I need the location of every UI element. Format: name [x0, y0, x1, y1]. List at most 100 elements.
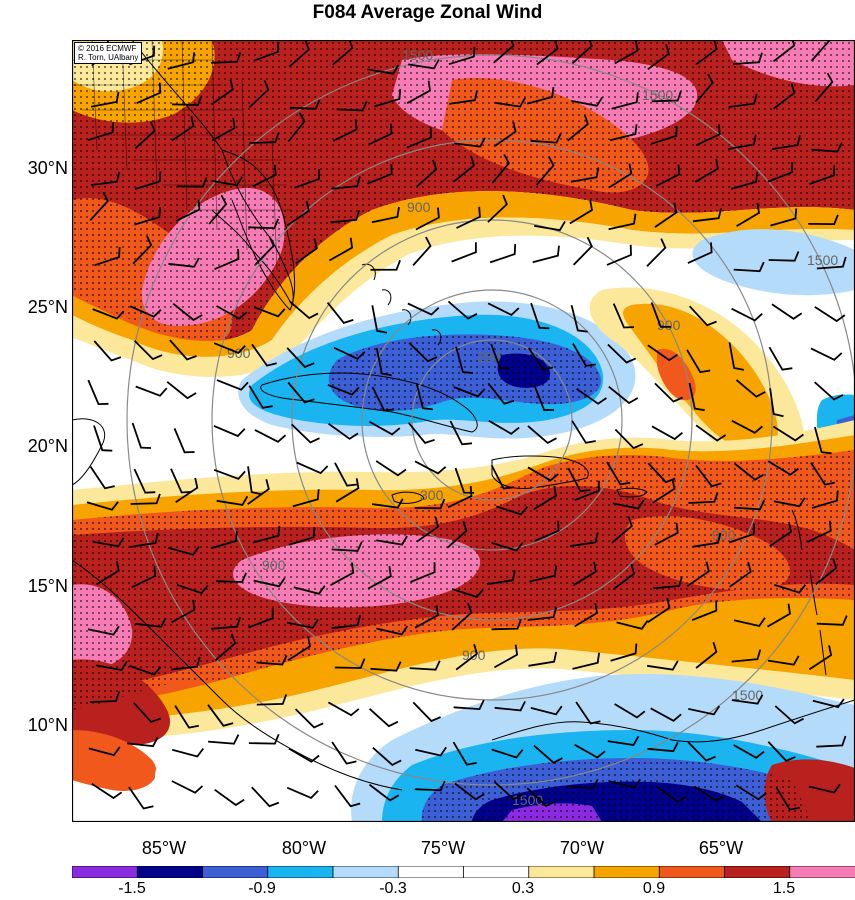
- wind-barb: [606, 244, 632, 266]
- wind-barb: [128, 786, 154, 810]
- wind-barb: [95, 660, 128, 671]
- zonal-wind-map[interactable]: 200 300 900 900 900 900 900 900 1500 150…: [72, 40, 855, 822]
- wind-barb: [327, 701, 360, 717]
- wind-barb: [686, 349, 711, 374]
- wind-barb: [412, 701, 441, 723]
- wind-barb: [331, 741, 357, 765]
- wind-barb: [332, 40, 354, 66]
- wind-barb: [133, 340, 163, 361]
- wind-barb: [487, 382, 515, 405]
- wind-barb: [326, 302, 354, 324]
- wind-barb: [331, 615, 361, 630]
- wind-barb: [695, 641, 718, 669]
- wind-barb: [176, 177, 208, 188]
- credit-line-1: © 2016 ECMWF: [78, 44, 137, 53]
- wind-barb: [130, 493, 161, 505]
- wind-barb: [767, 603, 791, 628]
- contour-label-900-b: 900: [657, 317, 681, 333]
- wind-barb: [530, 133, 562, 144]
- wind-barb: [286, 347, 315, 368]
- wind-barb: [454, 137, 486, 148]
- wind-barb: [136, 82, 162, 105]
- wind-barb: [174, 705, 199, 729]
- wind-barb: [734, 499, 766, 511]
- colorbar-label-neg1-5: -1.5: [118, 880, 146, 897]
- wind-barb: [655, 164, 681, 187]
- wind-barb: [256, 694, 288, 706]
- contour-label-1500-c: 1500: [807, 252, 838, 268]
- wind-barb: [211, 616, 241, 630]
- wind-barb: [447, 486, 473, 509]
- wind-barb: [808, 214, 839, 226]
- wind-barb: [493, 121, 517, 148]
- wind-barb: [446, 520, 468, 549]
- coastline-south-america: [491, 699, 855, 743]
- wind-barb: [296, 461, 329, 475]
- county-boundaries: [72, 40, 292, 271]
- wind-barb: [616, 620, 649, 630]
- lat-label-25n: 25°N: [27, 297, 68, 317]
- wind-barb: [567, 114, 589, 142]
- wind-barb: [252, 525, 281, 544]
- colorbar-label-neg0-9: -0.9: [248, 880, 276, 897]
- wind-barb: [775, 786, 800, 811]
- wind-barb: [570, 167, 600, 183]
- wind-barb: [614, 428, 644, 450]
- wind-barb: [688, 492, 719, 504]
- wind-barb: [808, 783, 841, 794]
- wind-barb: [453, 699, 485, 711]
- wind-barb: [171, 747, 205, 758]
- coastline-jamaica: [391, 491, 425, 504]
- wind-barb: [94, 247, 121, 267]
- wind-barb: [770, 208, 798, 227]
- wind-barb: [646, 238, 667, 267]
- wind-barb: [129, 305, 162, 318]
- wind-barb: [208, 734, 240, 745]
- wind-barb: [406, 127, 432, 149]
- wind-barb: [327, 384, 360, 396]
- wind-barb: [488, 419, 520, 435]
- wind-barb: [93, 425, 113, 452]
- wind-barb: [129, 665, 162, 676]
- wind-barb: [253, 577, 286, 588]
- wind-barb: [455, 643, 478, 671]
- colorbar-swatch: [267, 866, 334, 878]
- wind-barb: [493, 644, 519, 669]
- wind-barb: [611, 516, 633, 544]
- wind-barb: [93, 340, 122, 362]
- coastline-cuba: [260, 372, 478, 433]
- wind-barb: [368, 420, 401, 436]
- wind-barb: [774, 705, 805, 725]
- wind-barb: [651, 90, 682, 103]
- wind-barb: [334, 658, 366, 669]
- wind-barb: [692, 532, 722, 548]
- wind-barb: [451, 588, 484, 599]
- wind-barb: [490, 464, 514, 490]
- wind-barb: [89, 691, 121, 703]
- wind-barb: [731, 419, 763, 434]
- colorbar-swatch: [332, 866, 400, 878]
- wind-barb: [216, 572, 247, 583]
- lon-label-70w: 70°W: [559, 838, 605, 858]
- wind-barb: [535, 156, 555, 186]
- wind-barb: [87, 625, 120, 636]
- wind-barb: [491, 542, 524, 552]
- wind-barb: [292, 489, 320, 508]
- wind-barb: [287, 381, 315, 404]
- wind-barb: [169, 339, 197, 361]
- wind-barb: [286, 786, 319, 799]
- wind-barb: [810, 40, 830, 62]
- wind-barb: [252, 164, 277, 188]
- wind-barb: [571, 96, 604, 107]
- wind-barb: [733, 261, 765, 273]
- wind-barb: [408, 59, 440, 70]
- wind-barb: [287, 112, 306, 143]
- wind-barb: [248, 733, 280, 745]
- wind-barb: [416, 516, 440, 543]
- wind-barb: [695, 424, 727, 442]
- wind-barb: [607, 735, 640, 746]
- wind-barb: [87, 379, 109, 406]
- wind-barb: [372, 747, 402, 766]
- wind-barb: [610, 643, 638, 662]
- wind-barb: [814, 381, 844, 401]
